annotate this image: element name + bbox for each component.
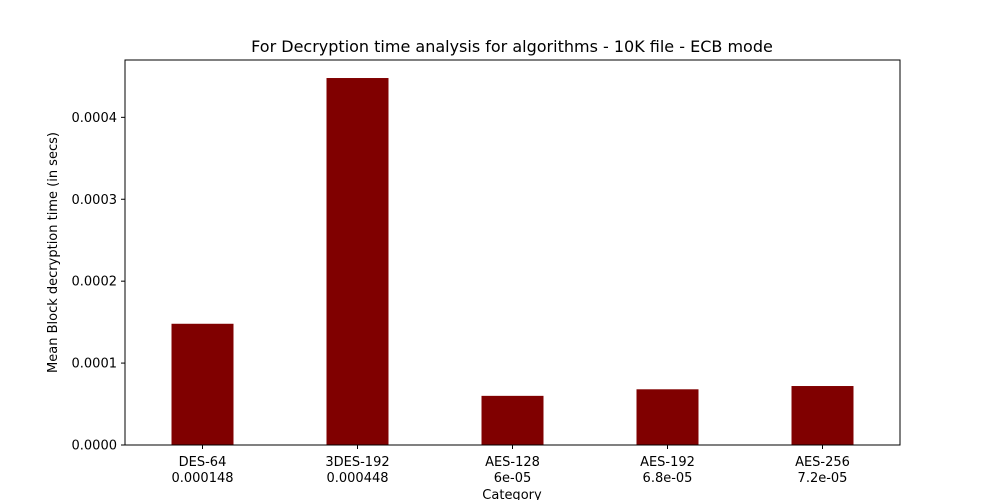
bar-0 [171,323,234,445]
x-tick-value-3: 6.8e-05 [643,471,693,486]
y-tick-label-4: 0.0004 [72,111,118,126]
x-tick-label-4: AES-256 [795,455,850,470]
bar-2 [481,395,544,445]
y-tick-label-1: 0.0001 [72,357,118,372]
x-tick-value-1: 0.000448 [326,471,388,486]
x-tick-label-2: AES-128 [485,455,540,470]
x-tick-label-3: AES-192 [640,455,695,470]
bar-1 [326,78,389,446]
chart-title: For Decryption time analysis for algorit… [251,37,773,56]
x-tick-label-1: 3DES-192 [325,455,389,470]
y-tick-label-2: 0.0002 [72,275,118,290]
x-tick-value-2: 6e-05 [494,471,532,486]
y-tick-label-0: 0.0000 [72,439,118,454]
x-tick-value-0: 0.000148 [171,471,233,486]
y-axis: 0.0000 0.0001 0.0002 0.0003 0.0004 [72,111,125,454]
x-tick-label-0: DES-64 [179,455,227,470]
bar-4 [791,386,854,445]
plot-frame [124,59,901,446]
x-axis-label: Category [482,488,542,500]
bars-layer [171,78,854,446]
bar-3 [636,389,699,445]
y-axis-label: Mean Block decryption time (in secs) [46,132,61,373]
y-tick-label-3: 0.0003 [72,193,118,208]
x-tick-value-4: 7.2e-05 [798,471,848,486]
